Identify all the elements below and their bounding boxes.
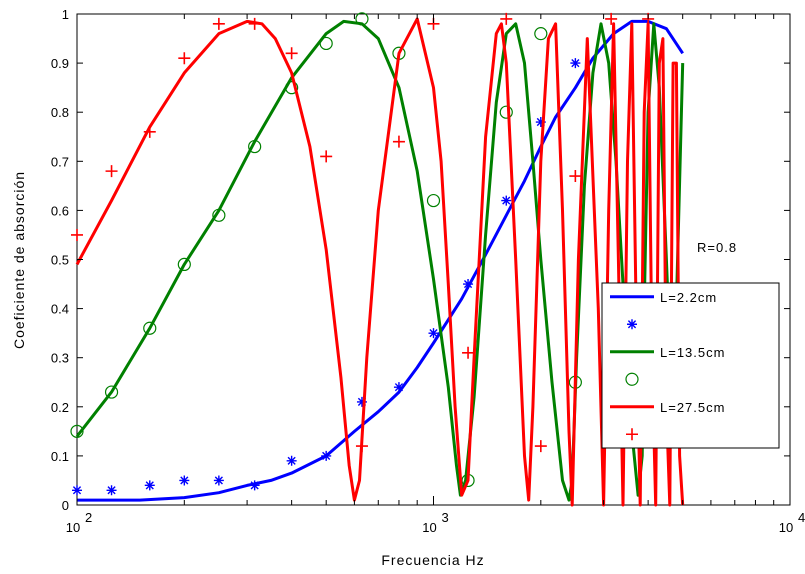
- asterisk-marker: [356, 396, 367, 407]
- y-tick-label: 0.3: [51, 351, 69, 366]
- asterisk-marker: [463, 279, 474, 290]
- circle-marker: [143, 321, 157, 335]
- series-4-line: [75, 17, 685, 507]
- legend-marker: [627, 319, 637, 330]
- series-line-4: [75, 17, 685, 507]
- asterisk-marker: [501, 195, 512, 206]
- asterisk-marker: [72, 485, 82, 496]
- asterisk-marker: [179, 475, 190, 486]
- circle-marker: [355, 12, 369, 26]
- plus-marker: [143, 125, 156, 138]
- x-axis-label: Frecuencia Hz: [381, 552, 484, 568]
- series-5-markers: [71, 12, 655, 453]
- plus-marker: [71, 228, 83, 241]
- y-tick-label: 0.7: [51, 154, 69, 169]
- y-tick-label: 1: [62, 7, 69, 22]
- asterisk-marker: [286, 455, 297, 466]
- y-tick-label: 0.5: [51, 253, 69, 268]
- x-tick-label: 10: [422, 520, 436, 535]
- plus-marker: [605, 12, 618, 25]
- r-annotation: R=0.8: [697, 240, 737, 255]
- x-tick-label: 10: [779, 520, 793, 535]
- series-0-line: [77, 19, 684, 502]
- y-tick-label: 0: [62, 498, 69, 513]
- asterisk-marker: [213, 475, 224, 486]
- circle-marker: [212, 208, 226, 222]
- plus-marker: [320, 150, 333, 163]
- plus-marker: [355, 440, 368, 453]
- circle-marker: [499, 105, 513, 119]
- circle-marker: [426, 193, 441, 208]
- plus-marker: [534, 440, 547, 453]
- y-axis: 0 0.1 0.2 0.3 0.4 0.5 0.6 0.7 0.8 0.9 1: [51, 7, 790, 513]
- asterisk-marker: [249, 480, 260, 491]
- circle-marker: [177, 257, 191, 272]
- circle-marker: [319, 36, 333, 51]
- y-tick-label: 0.2: [51, 400, 69, 415]
- legend-marker: [626, 428, 638, 441]
- plus-marker: [285, 47, 298, 60]
- plus-marker: [392, 135, 405, 148]
- plus-marker: [105, 165, 118, 178]
- series-line-0: [77, 19, 684, 502]
- x-axis: 10 2 10 3 10 4: [66, 14, 805, 535]
- x-tick-label: 10: [66, 520, 80, 535]
- x-tick-exponent: 3: [442, 510, 449, 525]
- legend-box: [601, 282, 780, 449]
- y-tick-label: 0.9: [51, 56, 69, 71]
- asterisk-marker: [144, 480, 155, 491]
- asterisk-marker: [321, 450, 332, 461]
- y-tick-label: 0.4: [51, 302, 69, 317]
- plus-marker: [462, 346, 475, 359]
- circle-marker: [248, 139, 262, 154]
- circle-marker: [285, 81, 299, 95]
- legend: L=2.2cm L=13.5cm L=27.5cm: [601, 282, 780, 449]
- legend-marker: [625, 372, 639, 386]
- legend-label: L=2.2cm: [660, 290, 717, 305]
- y-tick-label: 0.8: [51, 105, 69, 120]
- plus-marker: [178, 52, 191, 65]
- series-1-markers: [72, 58, 581, 496]
- asterisk-marker: [570, 58, 581, 69]
- legend-label: L=13.5cm: [660, 345, 725, 360]
- plus-marker: [248, 17, 261, 30]
- series-layer: [70, 12, 685, 507]
- y-tick-label: 0.6: [51, 203, 69, 218]
- y-axis-label: Coeficiente de absorción: [11, 171, 27, 349]
- x-tick-exponent: 2: [85, 510, 92, 525]
- plus-marker: [500, 12, 513, 25]
- legend-label: L=27.5cm: [660, 400, 725, 415]
- circle-marker: [534, 27, 548, 41]
- circle-marker: [104, 385, 119, 399]
- asterisk-marker: [393, 382, 404, 393]
- plus-marker: [569, 170, 582, 183]
- y-tick-label: 0.1: [51, 449, 69, 464]
- plus-marker: [212, 17, 225, 30]
- asterisk-marker: [535, 117, 546, 128]
- circle-marker: [70, 424, 84, 438]
- asterisk-marker: [428, 328, 439, 339]
- x-tick-exponent: 4: [798, 510, 805, 525]
- asterisk-marker: [106, 485, 117, 496]
